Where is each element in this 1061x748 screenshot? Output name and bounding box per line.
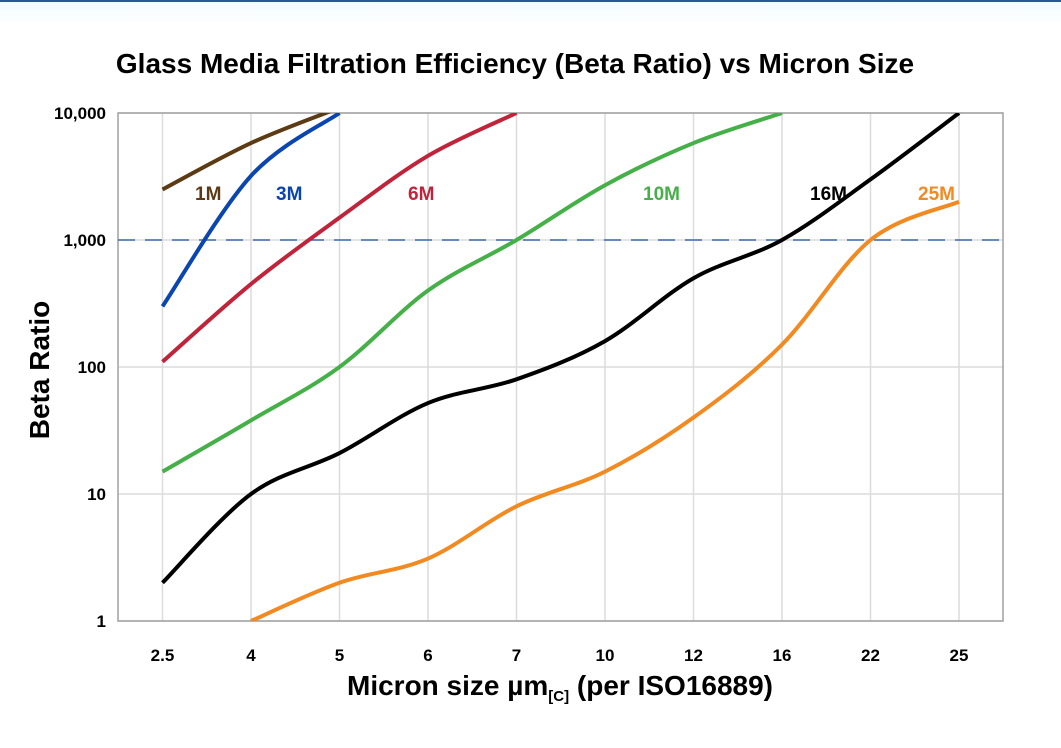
x-tick-label: 25 xyxy=(950,646,969,665)
series-label-16M: 16M xyxy=(810,184,847,205)
series-line-3M xyxy=(160,113,341,308)
y-tick-label: 1,000 xyxy=(63,231,106,250)
x-tick-label: 2.5 xyxy=(151,646,175,665)
series-line-10M xyxy=(161,113,783,474)
series-line-1M xyxy=(161,113,332,192)
x-tick-label: 5 xyxy=(335,646,344,665)
series-label-6M: 6M xyxy=(408,184,434,205)
series-group xyxy=(160,113,961,621)
x-tick-label: 4 xyxy=(246,646,256,665)
chart-title: Glass Media Filtration Efficiency (Beta … xyxy=(115,48,915,79)
x-axis-label-main: Micron size µm xyxy=(347,670,549,701)
series-label-1M: 1M xyxy=(195,184,221,205)
x-axis-label-tail: (per ISO16889) xyxy=(569,670,773,701)
series-line-25M xyxy=(250,199,960,621)
x-tick-label: 22 xyxy=(861,646,880,665)
y-tick-label: 10,000 xyxy=(54,104,106,123)
y-tick-label: 1 xyxy=(97,612,106,631)
series-line-16M xyxy=(161,113,961,585)
series-label-3M: 3M xyxy=(276,184,302,205)
x-axis-label: Micron size µm[C] (per ISO16889) xyxy=(347,670,773,705)
x-axis-label-sub: [C] xyxy=(548,688,570,705)
x-tick-label: 10 xyxy=(596,646,615,665)
series-line-6M xyxy=(161,113,518,364)
x-tick-label: 16 xyxy=(773,646,792,665)
y-tick-label: 100 xyxy=(78,358,106,377)
y-tick-label: 10 xyxy=(87,485,106,504)
x-tick-label: 12 xyxy=(684,646,703,665)
series-label-25M: 25M xyxy=(918,184,955,205)
x-tick-label: 6 xyxy=(423,646,432,665)
x-tick-label: 7 xyxy=(512,646,521,665)
series-label-10M: 10M xyxy=(643,184,680,205)
top-border xyxy=(0,0,1061,2)
top-fade xyxy=(0,2,1061,26)
plot-border xyxy=(117,112,1004,622)
